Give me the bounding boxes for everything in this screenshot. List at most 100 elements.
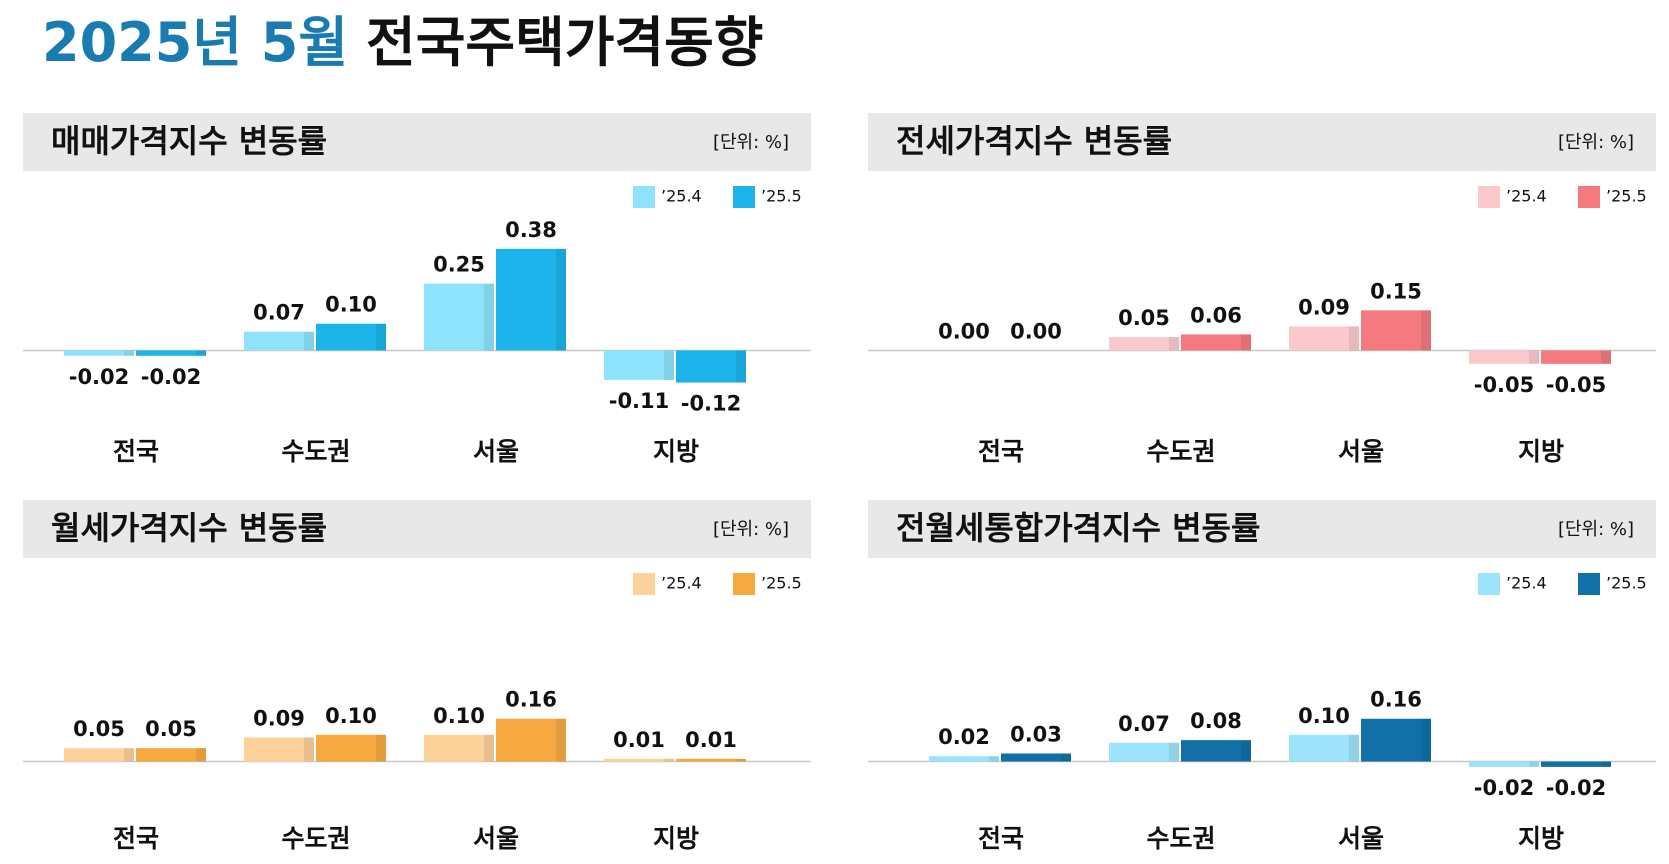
unit-label: [단위: %] (713, 132, 789, 153)
value-label: 0.09 (1298, 295, 1350, 319)
bar-shade (1529, 350, 1539, 364)
bar-shade (1169, 742, 1179, 762)
bar (244, 331, 314, 351)
bar-shade (664, 350, 674, 380)
x-tick-label: 수도권 (281, 824, 350, 853)
unit-label: [단위: %] (1558, 519, 1634, 540)
x-tick-label: 서울 (1338, 824, 1384, 853)
value-label: 0.10 (325, 704, 377, 728)
bar-shade (664, 758, 674, 762)
value-label: 0.16 (1370, 688, 1422, 712)
bar (496, 718, 566, 762)
legend-swatch (1478, 573, 1500, 595)
value-label: -0.12 (681, 392, 742, 416)
x-tick-label: 지방 (1518, 437, 1564, 466)
bar (316, 323, 386, 351)
bar (929, 756, 999, 762)
bar-shade (376, 323, 386, 351)
legend-label: ’25.5 (1606, 187, 1647, 206)
legend-label: ’25.5 (761, 574, 802, 593)
x-tick-label: 서울 (473, 824, 519, 853)
bar-shade (124, 350, 134, 356)
bar (676, 350, 746, 383)
value-label: -0.02 (69, 365, 130, 389)
chart-title: 전월세통합가격지수 변동률 (896, 509, 1260, 547)
bar (1541, 761, 1611, 767)
bar-shade (989, 756, 999, 762)
value-label: 0.15 (1370, 279, 1422, 303)
value-label: -0.11 (609, 389, 670, 413)
bar-shade (1061, 753, 1071, 762)
panel-header (868, 113, 1656, 171)
bar (316, 734, 386, 762)
bar-shade (196, 350, 206, 356)
value-label: 0.02 (938, 725, 990, 749)
legend-swatch (633, 573, 655, 595)
value-label: 0.16 (505, 688, 557, 712)
bar-shade (376, 734, 386, 762)
bar (1181, 334, 1251, 351)
value-label: 0.06 (1190, 303, 1242, 327)
panel-header (23, 500, 811, 558)
legend-swatch (1578, 573, 1600, 595)
value-label: -0.05 (1546, 373, 1607, 397)
bar-shade (124, 748, 134, 762)
bar (676, 758, 746, 762)
bar (1109, 742, 1179, 762)
bar (424, 283, 494, 351)
legend-swatch (733, 186, 755, 208)
value-label: 0.10 (1298, 704, 1350, 728)
bar-shade (1529, 761, 1539, 767)
value-label: 0.07 (253, 301, 305, 325)
bar (136, 350, 206, 356)
panel-header (23, 113, 811, 171)
legend-label: ’25.4 (1506, 187, 1547, 206)
value-label: 0.05 (73, 717, 125, 741)
legend-label: ’25.4 (1506, 574, 1547, 593)
unit-label: [단위: %] (713, 519, 789, 540)
bar-shade (556, 248, 566, 351)
x-tick-label: 수도권 (281, 437, 350, 466)
chart-title: 월세가격지수 변동률 (51, 509, 327, 547)
page-title: 2025년 5월 전국주택가격동향 (42, 11, 763, 74)
bar (1469, 350, 1539, 364)
bar-shade (1421, 310, 1431, 351)
value-label: 0.05 (145, 717, 197, 741)
value-label: 0.03 (1010, 723, 1062, 747)
bar-shade (736, 350, 746, 383)
x-tick-label: 지방 (653, 824, 699, 853)
bar (64, 748, 134, 762)
value-label: 0.07 (1118, 712, 1170, 736)
legend-label: ’25.4 (661, 574, 702, 593)
value-label: -0.05 (1474, 373, 1535, 397)
bar-shade (484, 734, 494, 762)
value-label: 0.10 (325, 293, 377, 317)
value-label: 0.25 (433, 253, 485, 277)
legend-swatch (733, 573, 755, 595)
bar (64, 350, 134, 356)
x-tick-label: 전국 (978, 824, 1024, 853)
bar (1001, 753, 1071, 762)
x-tick-label: 수도권 (1146, 437, 1215, 466)
bar (1541, 350, 1611, 364)
x-tick-label: 지방 (653, 437, 699, 466)
legend-label: ’25.4 (661, 187, 702, 206)
x-tick-label: 전국 (978, 437, 1024, 466)
bar (1109, 337, 1179, 351)
bar (604, 758, 674, 762)
bar (244, 737, 314, 762)
bar-shade (1421, 718, 1431, 762)
value-label: -0.02 (141, 365, 202, 389)
bar (1469, 761, 1539, 767)
bar (1289, 734, 1359, 762)
x-tick-label: 지방 (1518, 824, 1564, 853)
legend-swatch (633, 186, 655, 208)
x-tick-label: 서울 (473, 437, 519, 466)
x-tick-label: 서울 (1338, 437, 1384, 466)
bar-shade (1169, 337, 1179, 351)
bar (1361, 718, 1431, 762)
bar-shade (1349, 326, 1359, 351)
panel-header (868, 500, 1656, 558)
legend-swatch (1478, 186, 1500, 208)
legend-swatch (1578, 186, 1600, 208)
